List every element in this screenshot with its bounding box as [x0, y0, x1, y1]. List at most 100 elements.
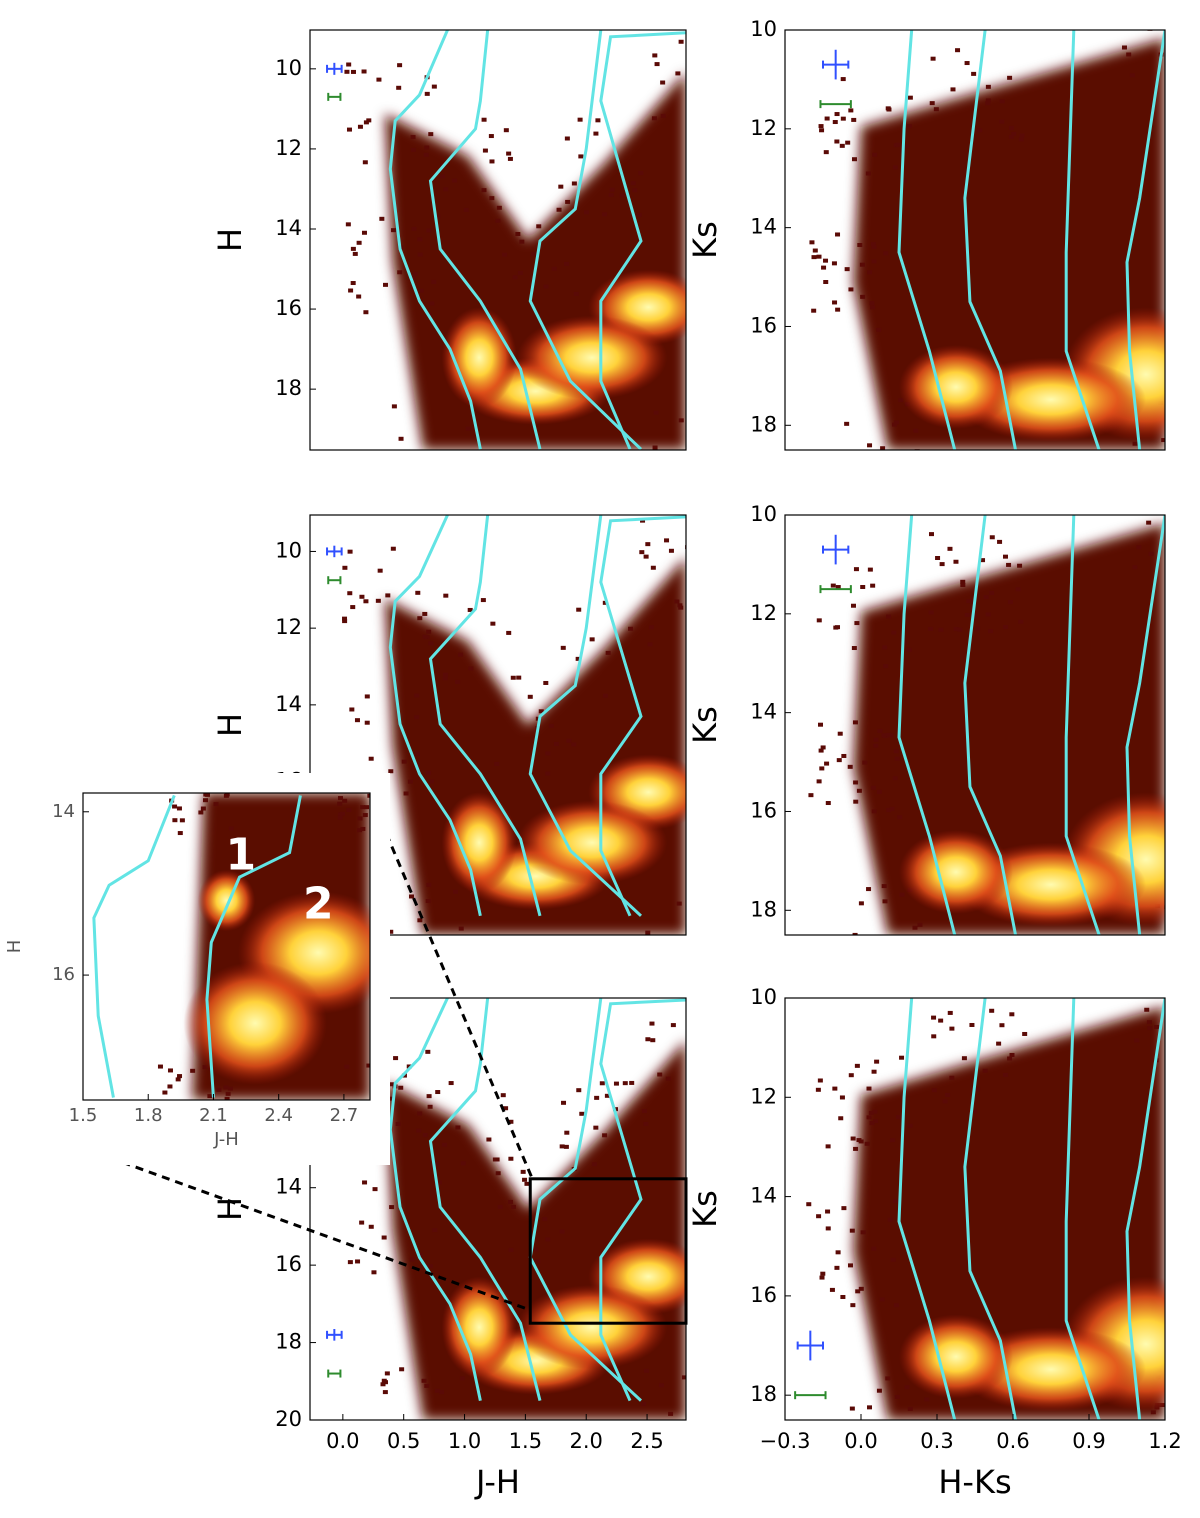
density-speck	[443, 672, 449, 677]
density-hotspot	[899, 345, 1013, 429]
density-speck	[1148, 487, 1153, 491]
density-speck	[535, 1259, 541, 1264]
density-speck	[887, 489, 892, 493]
density-speck	[699, 1086, 704, 1090]
density-speck	[907, 95, 913, 100]
density-speck	[403, 791, 409, 796]
x-tick-label: 2.4	[264, 1105, 293, 1126]
density-speck	[901, 178, 907, 183]
density-speck	[708, 112, 713, 116]
density-speck	[818, 748, 824, 753]
density-speck	[1150, 7, 1155, 11]
isochrone	[528, 998, 642, 1402]
density-speck	[703, 86, 708, 90]
density-speck	[200, 806, 206, 811]
density-speck	[868, 1110, 874, 1115]
density-speck	[366, 1063, 370, 1068]
density-speck	[832, 300, 838, 305]
density-speck	[670, 1023, 676, 1028]
density-speck	[495, 218, 501, 223]
density-speck	[366, 118, 372, 123]
density-speck	[225, 1091, 231, 1096]
density-speck	[1196, 1399, 1200, 1403]
density-speck	[664, 538, 670, 543]
density-speck	[362, 1180, 368, 1185]
density-speck	[905, 458, 910, 462]
y-tick-label: 16	[52, 964, 75, 985]
density-speck	[410, 147, 416, 152]
density-speck	[654, 62, 660, 67]
density-speck	[383, 1380, 389, 1385]
density-speck	[564, 1130, 570, 1135]
density-speck	[718, 953, 723, 957]
density-speck	[560, 645, 566, 650]
density-speck	[422, 1133, 428, 1138]
annotation: 2	[303, 879, 334, 930]
density-speck	[834, 112, 840, 117]
density-speck	[931, 1088, 937, 1093]
density-speck	[840, 116, 846, 121]
y-tick-label: 12	[750, 601, 777, 625]
density-speck	[648, 625, 654, 630]
density-speck	[605, 650, 611, 655]
density-speck	[556, 207, 562, 212]
density-speck	[678, 39, 684, 44]
density-speck	[381, 1235, 387, 1240]
density-speck	[1170, 78, 1175, 82]
density-speck	[414, 693, 420, 698]
density-speck	[892, 1452, 897, 1456]
density-speck	[846, 956, 851, 960]
density-speck	[947, 1010, 953, 1015]
panel: 10 12 14 16 18 H	[211, 29, 713, 451]
density-speck	[564, 261, 570, 266]
density-speck	[575, 656, 581, 661]
axes-frame	[784, 997, 1166, 1421]
density-speck	[877, 728, 883, 733]
density-speck	[860, 584, 866, 589]
y-tick-label: 10	[750, 502, 777, 526]
density-speck	[447, 1424, 452, 1428]
density-speck	[1169, 443, 1174, 447]
density-speck	[355, 1259, 361, 1264]
density-speck	[1118, 0, 1123, 3]
density-speck	[1136, 545, 1142, 550]
density-speck	[869, 1121, 875, 1126]
density-speck	[1146, 1020, 1152, 1025]
density-speck	[870, 1472, 875, 1476]
density-speck	[424, 91, 430, 96]
density-speck	[559, 1144, 565, 1149]
density-speck	[357, 816, 363, 821]
density-speck	[1019, 133, 1025, 138]
x-axis-label: H-Ks	[938, 1463, 1011, 1501]
density-speck	[1174, 968, 1179, 972]
density-speck	[466, 975, 471, 979]
density-speck	[571, 181, 577, 186]
plot-area	[806, 998, 1200, 1476]
density-speck	[410, 276, 416, 281]
density-speck	[1154, 1024, 1160, 1029]
density-speck	[720, 893, 725, 897]
density-speck	[812, 248, 818, 253]
density-speck	[503, 128, 509, 133]
density-speck	[496, 205, 502, 210]
density-speck	[898, 1458, 903, 1462]
density-speck	[428, 132, 434, 137]
density-speck	[699, 557, 704, 561]
density-speck	[832, 1086, 838, 1091]
density-speck	[469, 946, 474, 950]
density-speck	[825, 801, 831, 806]
density-speck	[708, 55, 713, 59]
density-hotspot	[197, 869, 256, 932]
density-speck	[900, 487, 905, 491]
density-hotspot	[899, 1314, 1013, 1399]
density-speck	[401, 759, 407, 764]
density-speck	[860, 1230, 866, 1235]
y-tick-label: 20	[275, 1407, 302, 1431]
density-speck	[870, 305, 876, 310]
x-tick-label: 2.7	[330, 1105, 359, 1126]
density-speck	[1195, 443, 1200, 447]
density-speck	[697, 926, 702, 930]
density-speck	[452, 178, 458, 183]
density-speck	[712, 1384, 717, 1388]
y-axis-label: H	[211, 228, 249, 252]
